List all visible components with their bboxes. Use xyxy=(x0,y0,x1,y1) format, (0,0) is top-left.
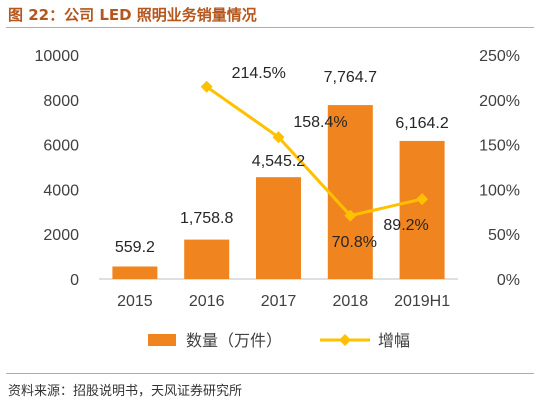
y-right-tick-label: 100% xyxy=(479,182,520,199)
bar-value-label: 559.2 xyxy=(115,239,155,256)
x-tick-label: 2018 xyxy=(333,293,369,310)
y-right-tick-label: 0% xyxy=(497,272,520,289)
x-tick-label: 2016 xyxy=(189,293,225,310)
growth-value-label: 214.5% xyxy=(232,65,286,82)
bar-value-label: 6,164.2 xyxy=(395,115,448,132)
growth-point-2019H1 xyxy=(416,193,429,206)
x-axis-ticks: 2015 2016 2017 2018 2019H1 xyxy=(117,293,450,310)
y-right-tick-label: 50% xyxy=(488,227,520,244)
bar-2019H1 xyxy=(399,140,445,279)
y-left-tick-label: 2000 xyxy=(43,227,79,244)
growth-value-label: 70.8% xyxy=(332,234,377,251)
legend-bar-swatch xyxy=(148,334,176,346)
legend-line-label: 增幅 xyxy=(378,332,410,350)
bar-value-label: 7,764.7 xyxy=(324,69,377,86)
left-axis: 0 2000 4000 6000 8000 10000 xyxy=(35,48,80,289)
legend-line-marker xyxy=(339,334,351,346)
bar-series xyxy=(112,105,445,280)
bar-line-chart: 0 2000 4000 6000 8000 10000 0% 50% 100% 150% 200%… xyxy=(35,48,521,350)
growth-line xyxy=(205,85,423,218)
source-note: 资料来源：招股说明书，天风证券研究所 xyxy=(8,384,243,399)
figure-title: 图 22：公司 LED 照明业务销量情况 xyxy=(8,6,257,24)
y-left-tick-label: 10000 xyxy=(35,48,80,65)
y-right-tick-label: 150% xyxy=(479,138,520,155)
y-left-tick-label: 8000 xyxy=(43,93,79,110)
growth-value-label: 89.2% xyxy=(383,217,428,234)
chart-legend: 数量（万件） 增幅 xyxy=(148,332,410,350)
right-axis: 0% 50% 100% 150% 200% 250% xyxy=(479,48,520,289)
line-data-labels: 214.5% 158.4% 70.8% 89.2% xyxy=(232,65,429,251)
source-divider xyxy=(6,373,534,374)
bar-2016 xyxy=(184,239,230,279)
bar-2017 xyxy=(256,177,301,279)
growth-value-label: 158.4% xyxy=(293,114,347,131)
x-tick-label: 2017 xyxy=(261,293,297,310)
title-divider xyxy=(6,27,534,28)
y-left-tick-label: 0 xyxy=(70,272,79,289)
bar-value-label: 4,545.2 xyxy=(252,153,305,170)
growth-point-2018 xyxy=(344,209,357,222)
x-tick-label: 2015 xyxy=(117,293,153,310)
bar-2015 xyxy=(112,266,158,279)
growth-point-2017 xyxy=(272,131,285,144)
bar-2018 xyxy=(327,105,373,280)
y-left-tick-label: 6000 xyxy=(43,138,79,155)
bar-value-label: 1,758.8 xyxy=(180,210,233,227)
legend-bar-label: 数量（万件） xyxy=(186,332,282,350)
y-right-tick-label: 200% xyxy=(479,93,520,110)
bar-data-labels: 559.2 1,758.8 4,545.2 7,764.7 6,164.2 xyxy=(115,69,449,256)
growth-line-series xyxy=(200,80,429,222)
y-left-tick-label: 4000 xyxy=(43,182,79,199)
growth-point-2016 xyxy=(200,80,213,93)
y-right-tick-label: 250% xyxy=(479,48,520,65)
x-tick-label: 2019H1 xyxy=(394,293,450,310)
